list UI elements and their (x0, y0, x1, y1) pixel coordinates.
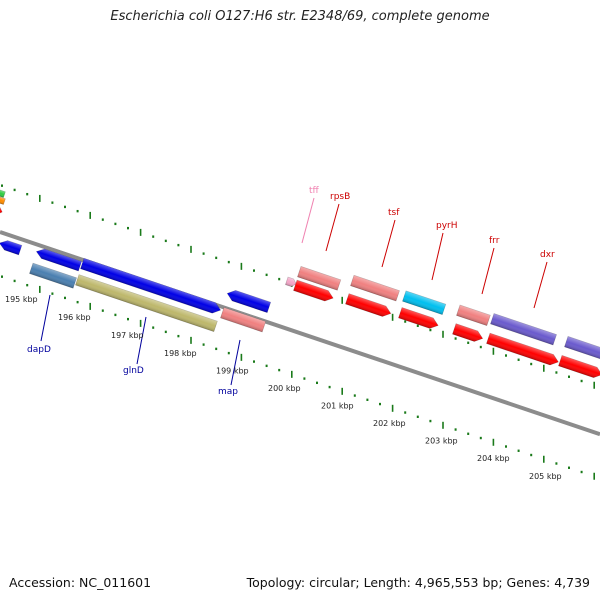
feature-gene-dxr (490, 313, 557, 346)
feature-gene-shade (227, 290, 271, 313)
feature-gene-tff-shade (285, 277, 297, 287)
feature-gene-frr-shade (456, 305, 491, 326)
gene-label-map: map (218, 387, 238, 397)
scale-label: 197 kbp (111, 331, 144, 340)
feature-gene-pyrH-shade (402, 290, 446, 315)
feature-gene (558, 355, 600, 378)
feature-gene-map-shade (220, 307, 266, 332)
feature-gene-shade (398, 307, 439, 329)
label-leader-lines (40, 197, 548, 386)
feature-gene (345, 293, 392, 317)
leader-line (301, 197, 315, 244)
gene-label-dapD: dapD (27, 345, 51, 355)
gene-label-pyrH: pyrH (436, 221, 458, 231)
feature-gene-pyrH (402, 290, 447, 316)
leader-line (481, 247, 495, 295)
feature-gene-tsf-shade (350, 275, 400, 302)
feature-gene-dapD (29, 262, 77, 289)
feature-gene (293, 279, 334, 302)
gene-label-dxr: dxr (540, 250, 555, 260)
feature-gene-shade (36, 249, 82, 271)
feature-gene-shade (0, 240, 22, 255)
scale-label: 195 kbp (5, 295, 38, 304)
feature-edge-green (0, 187, 6, 198)
inner-tick-track (1, 275, 596, 480)
feature-gene-shade (452, 323, 483, 342)
feature-gene-glnD (75, 274, 218, 333)
leader-line (40, 294, 51, 342)
gene-features (0, 187, 600, 378)
feature-gene-tsf (350, 274, 400, 302)
feature-gene (452, 323, 484, 342)
scale-label: 202 kbp (373, 419, 406, 428)
feature-gene (486, 332, 559, 366)
scale-label: 204 kbp (477, 454, 510, 463)
feature-edge-orange (0, 194, 6, 205)
scale-label: 205 kbp (529, 472, 562, 481)
accession-text: Accession: NC_011601 (9, 575, 152, 590)
feature-gene-dxr-shade (490, 313, 557, 345)
gene-label-tsf: tsf (388, 208, 400, 218)
scale-labels: 195 kbp 196 kbp 197 kbp 198 kbp 199 kbp … (5, 295, 562, 481)
feature-gene (80, 257, 222, 314)
scale-label: 199 kbp (216, 366, 249, 375)
feature-edge-green-shade (0, 187, 6, 198)
feature-gene-map (220, 307, 267, 333)
feature-edge-orange-shade (0, 194, 6, 205)
gene-label-tff: tff (309, 186, 320, 196)
gene-label-frr: frr (489, 236, 500, 246)
feature-gene-shade (345, 293, 391, 317)
leader-line (136, 316, 147, 365)
scale-label: 201 kbp (321, 402, 354, 411)
feature-gene-shade (564, 336, 600, 360)
genome-title: Escherichia coli O127:H6 str. E2348/69, … (110, 9, 490, 24)
feature-gene (35, 248, 82, 272)
topology-text: Topology: circular; Length: 4,965,553 bp… (246, 575, 590, 590)
scale-label: 203 kbp (425, 437, 458, 446)
feature-gene-rpsB (297, 266, 342, 291)
scale-label: 200 kbp (268, 384, 301, 393)
feature-gene (564, 336, 600, 360)
leader-line (381, 219, 396, 268)
feature-gene-tff (285, 276, 297, 287)
scale-label: 196 kbp (58, 313, 91, 322)
gene-label-glnD: glnD (123, 366, 144, 376)
leader-line (230, 339, 241, 386)
feature-gene-shade (558, 355, 600, 378)
outer-tick-track (1, 184, 596, 389)
feature-gene-shade (80, 258, 221, 314)
feature-gene (398, 307, 439, 329)
feature-gene (226, 290, 272, 314)
feature-gene-shade (293, 280, 334, 302)
feature-gene-shade (486, 333, 559, 365)
leader-line (533, 261, 548, 309)
leader-line (431, 232, 444, 281)
feature-gene (0, 240, 23, 256)
leader-line (325, 203, 340, 252)
feature-gene-dapD-shade (29, 263, 77, 289)
feature-gene-frr (456, 304, 491, 327)
scale-label: 198 kbp (164, 349, 197, 358)
feature-gene-rpsB-shade (297, 266, 341, 291)
feature-edge-red (0, 204, 3, 215)
gene-label-rpsB: rpsB (330, 192, 350, 202)
feature-gene-glnD-shade (75, 274, 218, 332)
